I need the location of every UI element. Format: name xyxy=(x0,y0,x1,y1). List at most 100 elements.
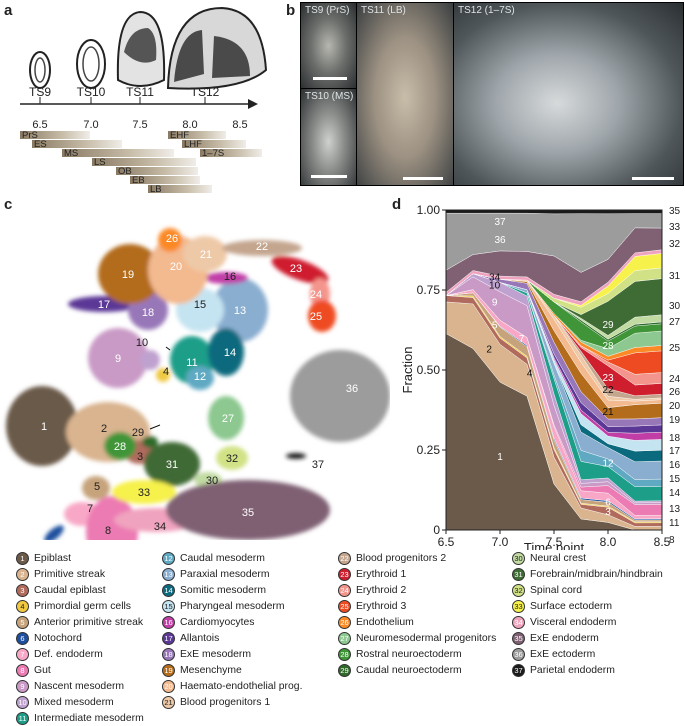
area-annotation: 2 xyxy=(486,344,492,355)
legend-item: 32 Spinal cord xyxy=(512,582,663,598)
cluster-label: 19 xyxy=(122,269,134,281)
stage-bar-label: EB xyxy=(132,175,145,186)
stage-bar-label: LB xyxy=(150,184,162,195)
cluster-label: 1 xyxy=(41,421,47,433)
stage-bar xyxy=(200,149,262,157)
legend-item: 7 Def. endoderm xyxy=(16,646,144,662)
photo-ts12: TS12 (1–7S) xyxy=(453,2,684,186)
legend-swatch: 1 xyxy=(16,551,29,565)
cluster-21 xyxy=(183,236,227,272)
cluster-23 xyxy=(271,256,329,284)
area-annotation: 3 xyxy=(605,507,611,518)
stage-label: TS11 xyxy=(126,85,154,99)
cluster-label: 18 xyxy=(142,307,154,319)
legend-item: 36 ExE ectoderm xyxy=(512,646,663,662)
cluster-35 xyxy=(166,480,330,540)
cluster-label: 21 xyxy=(200,249,212,261)
legend-swatch: 8 xyxy=(16,663,29,677)
legend-label: Def. endoderm xyxy=(34,648,103,660)
cluster-5 xyxy=(82,476,110,500)
legend-item: 8 Gut xyxy=(16,662,144,678)
stage-label: TS10 xyxy=(77,85,106,99)
legend-item: 35 ExE endoderm xyxy=(512,630,663,646)
legend-swatch: 33 xyxy=(512,599,525,613)
legend-swatch: 18 xyxy=(162,647,175,661)
series-end-label: 35 xyxy=(669,206,681,217)
legend-label: Anterior primitive streak xyxy=(34,616,144,628)
cluster-label: 2 xyxy=(101,423,107,435)
legend-swatch: 22 xyxy=(338,551,351,565)
legend-label: Caudal mesoderm xyxy=(180,552,265,564)
stage-bar xyxy=(116,167,198,175)
stage-bar-label: OB xyxy=(118,166,132,177)
series-end-label: 24 xyxy=(669,374,681,385)
series-end-label: 31 xyxy=(669,271,681,282)
cluster-label: 23 xyxy=(290,263,302,275)
stage-label: TS9 xyxy=(29,85,51,99)
area-series-37 xyxy=(445,209,663,215)
stage-bar-label: PrS xyxy=(22,130,38,141)
series-end-label: 33 xyxy=(669,222,681,233)
legend-swatch: 30 xyxy=(512,551,525,565)
cluster-label: 30 xyxy=(206,475,218,487)
legend-label: Rostral neuroectoderm xyxy=(356,648,462,660)
legend-swatch: 37 xyxy=(512,663,525,677)
legend-swatch: 2 xyxy=(16,567,29,581)
cluster-label: 6 xyxy=(37,537,43,540)
legend-item: 23 Erythroid 1 xyxy=(338,566,496,582)
stage-bar-label: ES xyxy=(34,139,47,150)
stage-bar xyxy=(92,158,196,166)
scale-bar xyxy=(632,177,674,180)
legend-item: 20 Haemato-endothelial prog. xyxy=(162,678,302,694)
area-annotation: 23 xyxy=(602,373,614,384)
legend-label: Erythroid 1 xyxy=(356,568,407,580)
cluster-32 xyxy=(216,446,248,470)
series-end-label: 11 xyxy=(669,518,680,529)
cluster-label: 32 xyxy=(226,453,238,465)
legend-swatch: 26 xyxy=(338,615,351,629)
series-end-label: 32 xyxy=(669,239,681,250)
panel-b-letter: b xyxy=(286,2,296,19)
y-tick-label: 0.50 xyxy=(417,363,441,377)
legend-item: 30 Neural crest xyxy=(512,550,663,566)
legend-label: Nascent mesoderm xyxy=(34,680,125,692)
cluster-label: 14 xyxy=(224,347,236,359)
legend-label: Cardiomyocytes xyxy=(180,616,255,628)
legend-label: Mesenchyme xyxy=(180,664,242,676)
cluster-label: 22 xyxy=(256,241,268,253)
cluster-19 xyxy=(98,244,162,304)
legend-label: Epiblast xyxy=(34,552,71,564)
y-axis-label: Fraction xyxy=(400,347,415,394)
cluster-label: 37 xyxy=(312,459,324,471)
legend-item: 1 Epiblast xyxy=(16,550,144,566)
y-tick-label: 1.00 xyxy=(417,203,441,217)
legend-column: 12 Caudal mesoderm 13 Paraxial mesoderm 14 So… xyxy=(162,550,302,710)
legend-item: 6 Notochord xyxy=(16,630,144,646)
cluster-label: 15 xyxy=(194,299,206,311)
umap-clusters xyxy=(6,228,390,540)
legend-swatch: 24 xyxy=(338,583,351,597)
legend-swatch: 3 xyxy=(16,583,29,597)
area-annotation: 5 xyxy=(492,320,498,331)
embryo-ts12-icon xyxy=(166,6,268,90)
legend-swatch: 15 xyxy=(162,599,175,613)
series-end-label: 17 xyxy=(669,446,681,457)
legend-swatch: 10 xyxy=(16,695,29,709)
cluster-label: 9 xyxy=(115,353,121,365)
umap-plot: 1234567891011121314151617181920212223242… xyxy=(6,228,390,540)
cluster-28 xyxy=(104,432,136,460)
legend-swatch: 19 xyxy=(162,663,175,677)
cluster-22 xyxy=(222,240,302,256)
x-tick-label: 8.0 xyxy=(600,535,617,549)
legend-label: Pharyngeal mesoderm xyxy=(180,600,285,612)
legend-item: 14 Somitic mesoderm xyxy=(162,582,302,598)
legend-item: 13 Paraxial mesoderm xyxy=(162,566,302,582)
legend-item: 37 Parietal endoderm xyxy=(512,662,663,678)
area-annotation: 9 xyxy=(492,297,498,308)
legend-item: 26 Endothelium xyxy=(338,614,496,630)
scale-bar xyxy=(311,175,347,178)
legend-item: 15 Pharyngeal mesoderm xyxy=(162,598,302,614)
cluster-label: 8 xyxy=(105,525,111,537)
cluster-37 xyxy=(286,453,306,459)
cluster-label: 7 xyxy=(87,503,93,515)
